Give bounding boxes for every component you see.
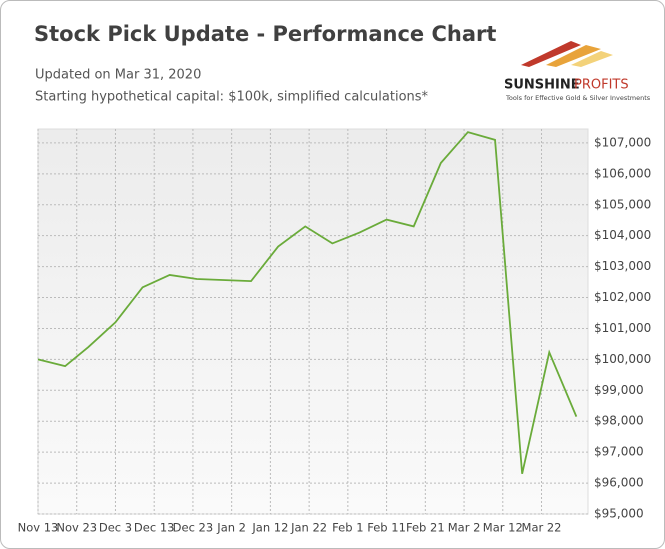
x-tick-label: Jan 22 — [290, 521, 327, 535]
y-tick-label: $95,000 — [594, 507, 644, 521]
x-tick-label: Mar 22 — [522, 521, 562, 535]
y-tick-label: $106,000 — [594, 166, 651, 180]
x-tick-label: Nov 23 — [56, 521, 97, 535]
y-tick-label: $104,000 — [594, 228, 651, 242]
x-tick-label: Feb 21 — [406, 521, 445, 535]
logo-tagline: Tools for Effective Gold & Silver Invest… — [505, 94, 651, 102]
y-tick-label: $99,000 — [594, 383, 644, 397]
logo: SUNSHINE PROFITS Tools for Effective Gol… — [504, 41, 651, 102]
y-tick-label: $97,000 — [594, 445, 644, 459]
x-tick-label: Dec 13 — [134, 521, 175, 535]
x-tick-label: Dec 3 — [99, 521, 132, 535]
chart-title: Stock Pick Update - Performance Chart — [34, 22, 496, 46]
series-line — [37, 131, 578, 474]
subtitle: Starting hypothetical capital: $100k, si… — [35, 90, 429, 105]
y-tick-label: $102,000 — [594, 290, 651, 304]
x-tick-label: Mar 2 — [448, 521, 481, 535]
x-tick-label: Mar 12 — [483, 521, 523, 535]
plot-area — [37, 128, 589, 515]
x-tick-label: Feb 1 — [332, 521, 363, 535]
x-tick-label: Nov 13 — [18, 521, 59, 535]
x-tick-label: Dec 23 — [173, 521, 214, 535]
y-tick-label: $96,000 — [594, 476, 644, 490]
y-tick-label: $98,000 — [594, 414, 644, 428]
y-tick-label: $105,000 — [594, 197, 651, 211]
x-tick-label: Jan 12 — [251, 521, 288, 535]
x-tick-label: Feb 11 — [367, 521, 406, 535]
logo-ray — [571, 51, 613, 67]
logo-word: SUNSHINE — [504, 78, 580, 93]
y-tick-label: $101,000 — [594, 321, 651, 335]
logo-ray — [521, 41, 581, 67]
logo-ray — [546, 45, 601, 67]
logo-word: PROFITS — [574, 78, 629, 93]
y-tick-label: $107,000 — [594, 135, 651, 149]
x-tick-label: Jan 2 — [216, 521, 246, 535]
subtitle: Updated on Mar 31, 2020 — [35, 68, 201, 83]
y-tick-label: $103,000 — [594, 259, 651, 273]
y-tick-label: $100,000 — [594, 352, 651, 366]
